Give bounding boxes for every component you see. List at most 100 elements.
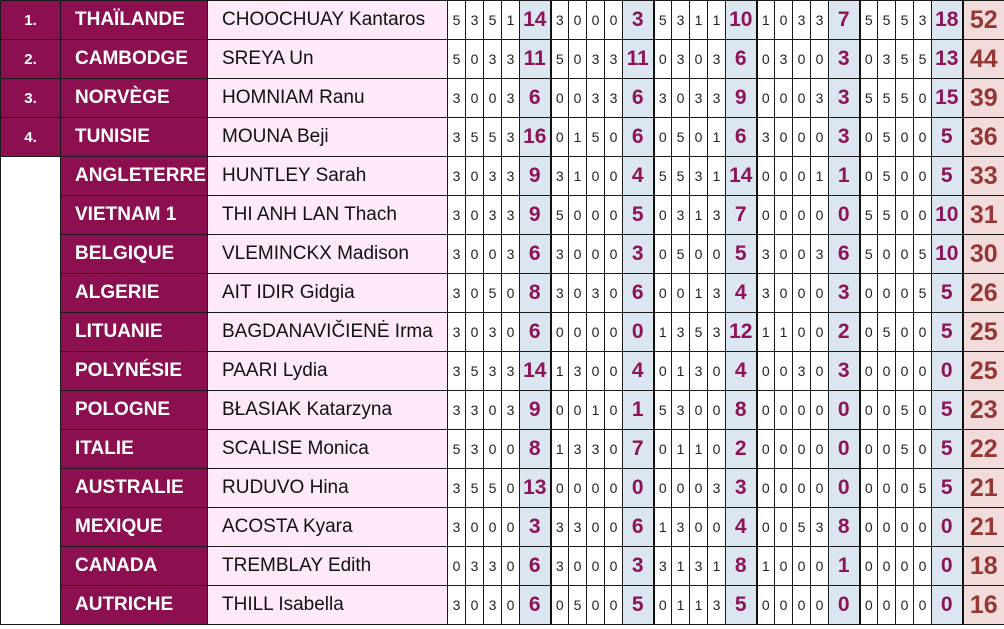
group-subtotal-cell: 2 bbox=[828, 312, 861, 352]
score-cell: 3 bbox=[707, 468, 726, 508]
score-cell: 5 bbox=[483, 117, 502, 157]
group-subtotal-cell: 0 bbox=[828, 429, 861, 469]
score-cell: 0 bbox=[810, 468, 829, 508]
score-cell: 0 bbox=[895, 234, 914, 274]
total-score-cell: 52 bbox=[962, 0, 1004, 40]
group-subtotal-cell: 8 bbox=[725, 546, 758, 586]
score-cell: 1 bbox=[707, 117, 726, 157]
group-subtotal-cell: 9 bbox=[519, 195, 552, 235]
group-subtotal-cell: 1 bbox=[828, 156, 861, 196]
athlete-name-cell: HOMNIAM Ranu bbox=[207, 78, 448, 118]
score-cell: 0 bbox=[586, 351, 605, 391]
group-subtotal-cell: 3 bbox=[828, 273, 861, 313]
table-row: AUTRICHE THILL Isabella 3 0 3 0 6 0 5 0 0 5 0 1 1 3 5 0 0 0… bbox=[1, 585, 1004, 625]
score-cell: 0 bbox=[653, 39, 672, 79]
country-cell: NORVÈGE bbox=[60, 78, 208, 118]
score-cell: 1 bbox=[671, 351, 690, 391]
score-cell: 0 bbox=[501, 429, 520, 469]
country-cell: VIETNAM 1 bbox=[60, 195, 208, 235]
score-cell: 1 bbox=[671, 429, 690, 469]
score-cell: 0 bbox=[653, 195, 672, 235]
score-cell: 3 bbox=[550, 156, 569, 196]
score-cell: 5 bbox=[859, 78, 878, 118]
athlete-name-cell: CHOOCHUAY Kantaros bbox=[207, 0, 448, 40]
score-cell: 0 bbox=[653, 273, 672, 313]
group-subtotal-cell: 5 bbox=[725, 585, 758, 625]
score-cell: 0 bbox=[707, 390, 726, 430]
score-cell: 0 bbox=[465, 507, 484, 547]
table-row: LITUANIE BAGDANAVIČIENĖ Irma 3 0 3 0 6 0 0 0 0 0 1 3 5… bbox=[1, 312, 1004, 352]
score-cell: 0 bbox=[604, 585, 623, 625]
score-cell: 3 bbox=[501, 195, 520, 235]
athlete-name-cell: BŁASIAK Katarzyna bbox=[207, 390, 448, 430]
score-cell: 3 bbox=[810, 0, 829, 40]
group-subtotal-cell: 11 bbox=[622, 39, 655, 79]
score-cell: 5 bbox=[550, 195, 569, 235]
score-cell: 0 bbox=[653, 429, 672, 469]
group-subtotal-cell: 5 bbox=[931, 468, 964, 508]
score-cell: 3 bbox=[671, 312, 690, 352]
score-cell: 0 bbox=[756, 195, 775, 235]
group-subtotal-cell: 3 bbox=[828, 39, 861, 79]
score-cell: 0 bbox=[859, 39, 878, 79]
score-cell: 3 bbox=[550, 0, 569, 40]
score-cell: 3 bbox=[483, 195, 502, 235]
score-cell: 0 bbox=[895, 156, 914, 196]
score-cell: 0 bbox=[859, 507, 878, 547]
score-cell: 0 bbox=[550, 585, 569, 625]
score-cell: 5 bbox=[859, 195, 878, 235]
score-cell: 3 bbox=[501, 234, 520, 274]
rank-cell: 3. bbox=[0, 78, 61, 118]
score-cell: 0 bbox=[465, 156, 484, 196]
score-cell: 0 bbox=[550, 117, 569, 157]
score-cell: 0 bbox=[756, 78, 775, 118]
score-cell: 0 bbox=[913, 351, 932, 391]
score-cell: 0 bbox=[586, 0, 605, 40]
score-cell: 0 bbox=[913, 117, 932, 157]
score-cell: 5 bbox=[913, 273, 932, 313]
group-subtotal-cell: 3 bbox=[622, 0, 655, 40]
group-subtotal-cell: 11 bbox=[519, 39, 552, 79]
score-cell: 0 bbox=[774, 0, 793, 40]
score-cell: 1 bbox=[586, 390, 605, 430]
score-cell: 3 bbox=[671, 39, 690, 79]
repechage-label-cell: REPECHAGE bbox=[0, 156, 61, 625]
score-cell: 0 bbox=[483, 78, 502, 118]
score-cell: 0 bbox=[586, 468, 605, 508]
group-subtotal-cell: 4 bbox=[725, 273, 758, 313]
total-score-cell: 25 bbox=[962, 312, 1004, 352]
country-cell: MEXIQUE bbox=[60, 507, 208, 547]
score-cell: 5 bbox=[877, 156, 896, 196]
group-subtotal-cell: 14 bbox=[519, 351, 552, 391]
score-cell: 0 bbox=[792, 234, 811, 274]
score-cell: 3 bbox=[447, 195, 466, 235]
group-subtotal-cell: 5 bbox=[931, 273, 964, 313]
score-cell: 0 bbox=[586, 312, 605, 352]
score-cell: 0 bbox=[604, 195, 623, 235]
group-subtotal-cell: 0 bbox=[931, 546, 964, 586]
score-cell: 5 bbox=[447, 39, 466, 79]
group-subtotal-cell: 5 bbox=[931, 156, 964, 196]
group-subtotal-cell: 0 bbox=[931, 585, 964, 625]
score-cell: 1 bbox=[707, 156, 726, 196]
group-subtotal-cell: 6 bbox=[622, 507, 655, 547]
score-cell: 0 bbox=[604, 546, 623, 586]
score-cell: 3 bbox=[604, 78, 623, 118]
score-cell: 0 bbox=[689, 117, 708, 157]
group-subtotal-cell: 8 bbox=[519, 273, 552, 313]
table-row: POLOGNE BŁASIAK Katarzyna 3 3 0 3 9 0 0 1 0 1 5 3 0 0 8 0… bbox=[1, 390, 1004, 430]
group-subtotal-cell: 5 bbox=[931, 390, 964, 430]
score-cell: 0 bbox=[550, 390, 569, 430]
score-cell: 0 bbox=[689, 234, 708, 274]
score-cell: 0 bbox=[756, 507, 775, 547]
score-cell: 1 bbox=[653, 312, 672, 352]
country-cell: AUTRICHE bbox=[60, 585, 208, 625]
group-subtotal-cell: 16 bbox=[519, 117, 552, 157]
score-cell: 1 bbox=[689, 273, 708, 313]
group-subtotal-cell: 6 bbox=[725, 39, 758, 79]
score-cell: 0 bbox=[792, 390, 811, 430]
score-cell: 0 bbox=[792, 312, 811, 352]
score-cell: 0 bbox=[756, 429, 775, 469]
athlete-name-cell: PAARI Lydia bbox=[207, 351, 448, 391]
score-cell: 3 bbox=[447, 585, 466, 625]
